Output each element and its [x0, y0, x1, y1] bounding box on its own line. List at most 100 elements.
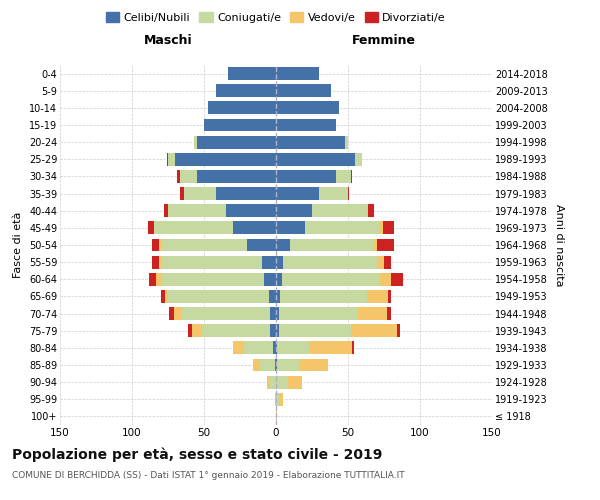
Bar — [233, 342, 244, 354]
Bar — [391, 273, 403, 285]
Bar — [270, 307, 276, 320]
Text: Maschi: Maschi — [143, 34, 193, 48]
Bar — [276, 324, 279, 337]
Bar — [233, 222, 276, 234]
Bar — [184, 187, 215, 200]
Bar — [380, 222, 383, 234]
Bar — [276, 102, 340, 114]
Bar — [149, 273, 157, 285]
Bar — [397, 324, 400, 337]
Bar — [276, 136, 345, 148]
Bar — [276, 376, 287, 388]
Bar — [276, 358, 277, 372]
Bar — [269, 290, 276, 303]
Bar — [287, 376, 302, 388]
Bar — [276, 256, 283, 268]
Bar — [270, 376, 276, 388]
Bar — [384, 256, 391, 268]
Bar — [280, 290, 367, 303]
Bar — [247, 238, 276, 252]
Legend: Celibi/Nubili, Coniugati/e, Vedovi/e, Divorziati/e: Celibi/Nubili, Coniugati/e, Vedovi/e, Di… — [101, 8, 451, 28]
Bar — [273, 342, 276, 354]
Bar — [197, 136, 276, 148]
Bar — [160, 238, 161, 252]
Bar — [265, 273, 276, 285]
Bar — [154, 222, 233, 234]
Bar — [279, 307, 358, 320]
Bar — [282, 273, 380, 285]
Bar — [253, 358, 260, 372]
Bar — [358, 307, 387, 320]
Bar — [275, 393, 276, 406]
Bar — [383, 222, 394, 234]
Bar — [161, 256, 262, 268]
Bar — [229, 67, 276, 80]
Bar — [270, 324, 276, 337]
Bar — [201, 324, 270, 337]
Bar — [152, 238, 160, 252]
Text: Popolazione per età, sesso e stato civile - 2019: Popolazione per età, sesso e stato civil… — [12, 448, 382, 462]
Bar — [305, 222, 380, 234]
Bar — [262, 256, 276, 268]
Bar — [174, 307, 181, 320]
Bar — [312, 204, 367, 217]
Bar — [276, 393, 279, 406]
Bar — [283, 256, 377, 268]
Bar — [204, 118, 276, 132]
Bar — [157, 273, 161, 285]
Bar — [276, 290, 280, 303]
Text: COMUNE DI BERCHIDDA (SS) - Dati ISTAT 1° gennaio 2019 - Elaborazione TUTTITALIA.: COMUNE DI BERCHIDDA (SS) - Dati ISTAT 1°… — [12, 471, 404, 480]
Bar — [309, 342, 352, 354]
Bar — [374, 238, 377, 252]
Bar — [193, 324, 201, 337]
Bar — [345, 136, 348, 148]
Bar — [208, 102, 276, 114]
Bar — [279, 324, 351, 337]
Bar — [148, 222, 154, 234]
Bar — [351, 324, 397, 337]
Bar — [181, 307, 270, 320]
Y-axis label: Anni di nascita: Anni di nascita — [554, 204, 564, 286]
Bar — [168, 153, 175, 166]
Bar — [161, 273, 265, 285]
Bar — [197, 170, 276, 183]
Bar — [226, 204, 276, 217]
Bar — [388, 290, 391, 303]
Text: Femmine: Femmine — [352, 34, 416, 48]
Bar — [268, 376, 270, 388]
Bar — [276, 222, 305, 234]
Bar — [260, 358, 275, 372]
Bar — [188, 324, 193, 337]
Bar — [179, 187, 184, 200]
Bar — [176, 170, 179, 183]
Bar — [276, 238, 290, 252]
Bar — [165, 290, 168, 303]
Bar — [276, 307, 279, 320]
Bar — [276, 84, 331, 97]
Bar — [276, 153, 355, 166]
Bar — [351, 170, 352, 183]
Bar — [367, 204, 368, 217]
Bar — [319, 187, 348, 200]
Bar — [279, 393, 283, 406]
Y-axis label: Fasce di età: Fasce di età — [13, 212, 23, 278]
Bar — [348, 187, 349, 200]
Bar — [194, 136, 197, 148]
Bar — [276, 187, 319, 200]
Bar — [368, 204, 374, 217]
Bar — [387, 307, 391, 320]
Bar — [244, 342, 273, 354]
Bar — [355, 153, 362, 166]
Bar — [179, 170, 197, 183]
Bar — [276, 410, 277, 423]
Bar — [276, 170, 337, 183]
Bar — [215, 187, 276, 200]
Bar — [277, 342, 309, 354]
Bar — [380, 273, 391, 285]
Bar — [377, 238, 394, 252]
Bar — [169, 307, 174, 320]
Bar — [164, 204, 168, 217]
Bar — [161, 238, 247, 252]
Bar — [276, 342, 277, 354]
Bar — [168, 204, 226, 217]
